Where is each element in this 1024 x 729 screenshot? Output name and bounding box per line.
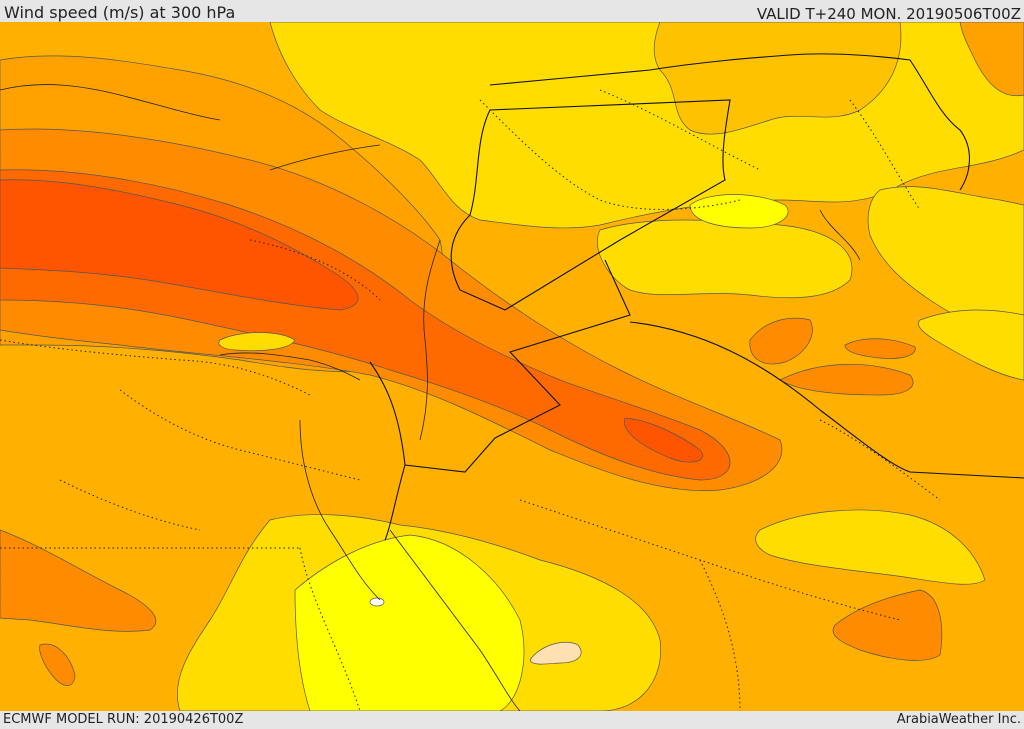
model-run: ECMWF MODEL RUN: 20190426T00Z	[3, 712, 244, 727]
field-yellow-spot-1	[689, 194, 789, 229]
map-title: Wind speed (m/s) at 300 hPa	[4, 3, 236, 22]
footer-bar: ECMWF MODEL RUN: 20190426T00Z ArabiaWeat…	[0, 711, 1024, 729]
field-se-orange	[832, 589, 943, 661]
field-sw-orange	[0, 529, 157, 632]
field-east-yellow-2	[918, 309, 1024, 381]
field-jet-red-west	[0, 179, 359, 311]
field-east-orange-2	[779, 364, 914, 396]
field-east-orange-1	[749, 317, 813, 365]
field-sw-orange-small	[39, 643, 76, 686]
field-east-orange-3	[844, 338, 916, 359]
credit-label: ArabiaWeather Inc.	[896, 712, 1021, 727]
field-se-yellow	[755, 509, 986, 585]
coastlines	[0, 84, 861, 711]
field-pale-spot	[529, 641, 582, 665]
wind-speed-map	[0, 22, 1024, 711]
country-borders-solid	[369, 53, 1024, 541]
field-jet-max	[624, 417, 703, 463]
field-northeast-orange	[959, 22, 1024, 97]
field-south-yellow	[294, 534, 525, 711]
field-west-gold	[218, 332, 296, 352]
field-white-spot	[369, 597, 385, 607]
country-borders-dotted	[0, 89, 941, 711]
header-bar: Wind speed (m/s) at 300 hPa VALID T+240 …	[0, 0, 1024, 23]
field-northeast-gold	[653, 22, 902, 135]
valid-time: VALID T+240 MON. 20190506T00Z	[756, 5, 1021, 23]
